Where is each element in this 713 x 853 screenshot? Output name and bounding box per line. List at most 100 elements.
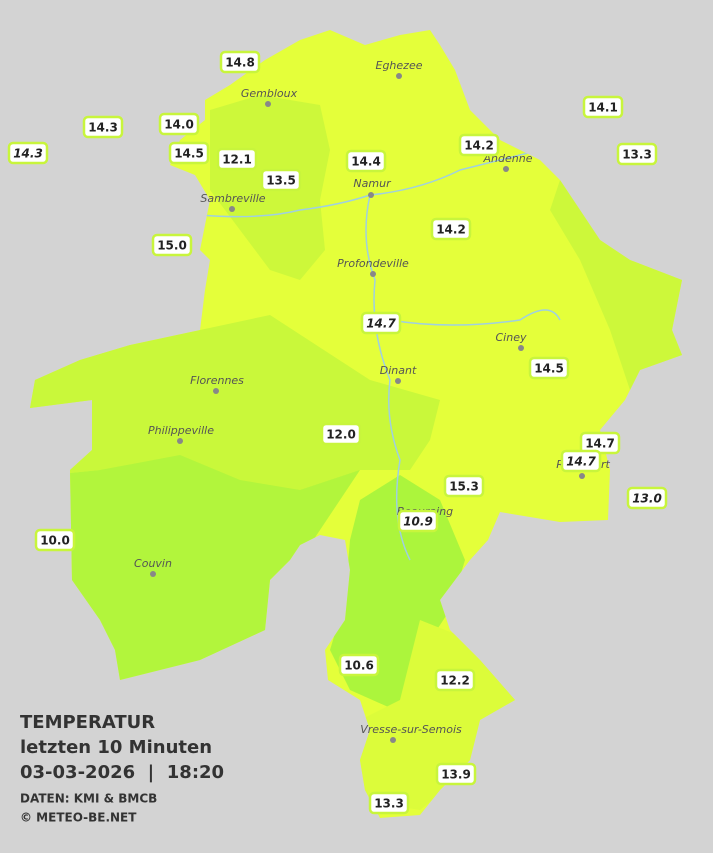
zone [30, 315, 440, 510]
station-temp: 13.0 [632, 492, 662, 506]
station-box [458, 133, 500, 157]
station: 13.0 [626, 486, 668, 510]
city-name: Eghezee [376, 59, 423, 72]
cities: EghezeeGemblouxAndenneNamurSambrevillePr… [134, 59, 610, 743]
station-temp: 12.1 [222, 153, 252, 167]
city-name: Profondeville [337, 257, 409, 270]
station-box [219, 50, 261, 74]
station: 10.9 [397, 509, 439, 533]
city-dot [503, 166, 509, 172]
station-box [435, 762, 477, 786]
zone [330, 475, 465, 710]
station-temp: 13.9 [441, 768, 471, 782]
station: 13.3 [368, 791, 410, 815]
city-name: Sambreville [200, 192, 265, 205]
station: 14.2 [458, 133, 500, 157]
station: 14.7 [560, 449, 602, 473]
station: 13.9 [435, 762, 477, 786]
station: 14.8 [219, 50, 261, 74]
station-temp: 14.3 [13, 147, 43, 161]
station-temp: 14.2 [464, 139, 494, 153]
station-temp: 10.6 [344, 659, 374, 673]
station-box [430, 217, 472, 241]
station-temp: 14.4 [351, 155, 381, 169]
station-temp: 15.0 [157, 239, 187, 253]
station-box [434, 668, 476, 692]
city-dot [368, 192, 374, 198]
station-box [560, 449, 602, 473]
city-name: Namur [353, 177, 392, 190]
city-name: Florennes [190, 374, 244, 387]
station-box [338, 653, 380, 677]
station-temp: 12.2 [440, 674, 470, 688]
city-name: Dinant [380, 364, 417, 377]
subtitle: letzten 10 Minuten [20, 737, 212, 758]
station: 14.2 [430, 217, 472, 241]
station-box [626, 486, 668, 510]
city-dot [229, 206, 235, 212]
city-dot [213, 388, 219, 394]
station-temp: 14.7 [366, 317, 396, 331]
station-temp: 14.5 [174, 147, 204, 161]
station: 10.0 [34, 528, 76, 552]
station-temp: 14.3 [88, 121, 118, 135]
city-name: Gembloux [241, 87, 298, 100]
station: 10.6 [338, 653, 380, 677]
station-box [216, 147, 258, 171]
station: 12.2 [434, 668, 476, 692]
station-temp: 14.5 [534, 362, 564, 376]
station: 15.0 [151, 233, 193, 257]
station-box [616, 142, 658, 166]
station-box [528, 356, 570, 380]
title: TEMPERATUR [20, 712, 155, 733]
station: 14.4 [345, 149, 387, 173]
station: 12.1 [216, 147, 258, 171]
station: 14.5 [168, 141, 210, 165]
station: 14.1 [582, 95, 624, 119]
station-temp: 14.7 [566, 455, 596, 469]
timestamp: 03-03-2026 | 18:20 [20, 762, 224, 783]
source: DATEN: KMI & BMCB [20, 792, 157, 806]
station-temp: 15.3 [449, 480, 479, 494]
zone [550, 180, 682, 390]
station-temp: 13.3 [622, 148, 652, 162]
station-box [151, 233, 193, 257]
station: 14.0 [158, 112, 200, 136]
station-temp: 14.8 [225, 56, 255, 70]
station: 14.5 [528, 356, 570, 380]
city-dot [177, 438, 183, 444]
city-dot [518, 345, 524, 351]
zone [30, 455, 360, 700]
station-box [7, 141, 49, 165]
stations: 14.8 14.3 14.0 14.3 14.5 12.1 13.5 14.4 14.2 14.1… [7, 50, 668, 815]
station-temp: 10.9 [403, 515, 433, 529]
station: 13.3 [616, 142, 658, 166]
station-box [320, 422, 362, 446]
station-temp: 13.5 [266, 174, 296, 188]
station-box [582, 95, 624, 119]
city-name: Philippeville [148, 424, 214, 437]
station-box [397, 509, 439, 533]
station: 14.7 [360, 311, 402, 335]
city-dot [370, 271, 376, 277]
station-temp: 14.1 [588, 101, 618, 115]
city-dot [150, 571, 156, 577]
station-box [368, 791, 410, 815]
station-box [168, 141, 210, 165]
station-box [158, 112, 200, 136]
station-temp: 14.0 [164, 118, 194, 132]
station-box [345, 149, 387, 173]
copyright: © METEO-BE.NET [20, 811, 137, 825]
station-box [443, 474, 485, 498]
city-dot [395, 378, 401, 384]
city-dot [265, 101, 271, 107]
station-temp: 10.0 [40, 534, 70, 548]
city-name: Ciney [496, 331, 527, 344]
station: 15.3 [443, 474, 485, 498]
station-temp: 14.2 [436, 223, 466, 237]
station: 12.0 [320, 422, 362, 446]
zone [360, 620, 520, 810]
city-dot [396, 73, 402, 79]
